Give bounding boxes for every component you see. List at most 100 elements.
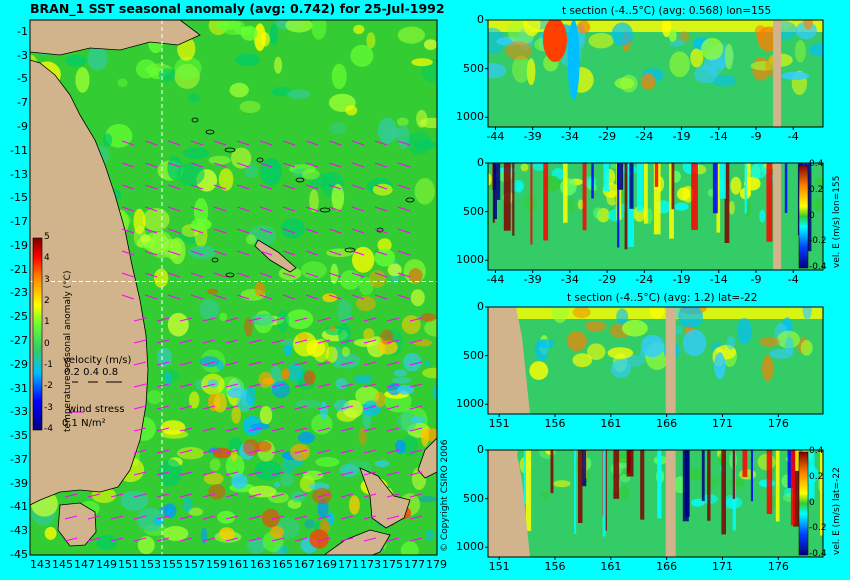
sst-warm-patch	[358, 427, 367, 446]
sst-cool-patch	[425, 529, 435, 541]
wind-stress-arrow	[363, 537, 377, 542]
velocity-jet	[795, 450, 800, 471]
temp-patch	[762, 355, 774, 382]
wind-stress-arrow	[156, 339, 170, 344]
wind-legend-value: 0.1 N/m²	[62, 418, 106, 429]
wind-stress-arrow	[351, 250, 365, 256]
wind-stress-arrow	[133, 405, 147, 410]
panel-y-tick: 1000	[456, 253, 484, 267]
panel-y-tick: 500	[463, 61, 484, 75]
velocity-jet	[503, 163, 511, 231]
map-y-tick: -37	[10, 452, 28, 466]
sst-patch	[163, 526, 189, 541]
sst-patch	[270, 23, 278, 46]
sst-patch	[229, 82, 249, 98]
map-x-tick: 143	[30, 558, 51, 571]
sst-patch	[102, 133, 113, 147]
velocity-patch	[728, 201, 735, 215]
panel-frame	[487, 449, 824, 558]
temp-colorbar-tick: -2	[44, 381, 53, 392]
wind-stress-arrow	[328, 184, 342, 190]
velocity-patch	[523, 194, 538, 212]
map-y-tick: -39	[10, 476, 28, 490]
wind-stress-arrow	[156, 383, 170, 388]
sst-patch	[215, 20, 241, 30]
sst-patch	[350, 44, 374, 67]
temp-patch	[587, 343, 606, 361]
sst-warm-patch	[438, 341, 444, 351]
map-x-tick: 167	[294, 558, 315, 571]
wind-stress-arrow	[294, 515, 308, 520]
wind-stress-arrow	[305, 272, 319, 278]
wind-stress-arrow	[397, 228, 411, 234]
wind-stress-arrow	[259, 206, 273, 212]
map-y-tick: -23	[10, 286, 28, 300]
velocity-jet	[525, 450, 532, 532]
sst-warm-patch	[368, 270, 386, 288]
wind-stress-arrow	[225, 383, 239, 388]
sst-patch	[142, 208, 170, 232]
wind-stress-arrow	[202, 361, 216, 366]
velocity-patch	[815, 197, 823, 213]
wind-stress-arrow	[248, 361, 262, 366]
wind-stress-arrow	[225, 493, 239, 498]
wind-stress-arrow	[282, 272, 296, 278]
sst-patch	[341, 346, 350, 357]
wind-stress-arrow	[282, 184, 296, 190]
map-x-tick: 177	[404, 558, 425, 571]
sst-warm-patch	[208, 484, 226, 500]
map-x-tick: 157	[184, 558, 205, 571]
sst-patch	[414, 178, 435, 205]
main-chart-title: BRAN_1 SST seasonal anomaly (avg: 0.742)…	[30, 1, 445, 16]
wind-stress-arrow	[156, 471, 170, 476]
land-column	[665, 450, 676, 557]
wind-stress-arrow	[110, 493, 124, 498]
panel-y-tick: 1000	[456, 540, 484, 554]
wind-stress-arrow	[225, 537, 239, 542]
sst-cool-patch	[320, 401, 328, 420]
wind-stress-arrow	[409, 515, 423, 520]
velocity-jet	[691, 163, 698, 230]
wind-stress-arrow	[167, 184, 181, 190]
sst-patch	[285, 20, 313, 33]
sst-cool-patch	[327, 512, 335, 526]
velocity-patch	[607, 209, 624, 222]
island-outline	[191, 117, 199, 123]
velocity-jet	[627, 450, 631, 473]
panel-x-tick: 166	[656, 560, 678, 573]
temp-patch	[616, 308, 629, 325]
sst-patch	[191, 218, 212, 231]
wind-stress-arrow	[213, 206, 227, 212]
velocity-jet	[716, 163, 721, 233]
sst-patch	[315, 457, 340, 467]
sst-cool-patch	[182, 497, 193, 512]
velocity-patch	[677, 187, 691, 201]
velocity-jet	[563, 163, 568, 223]
sst-patch	[120, 490, 149, 511]
panel-x-tick: 161	[600, 560, 622, 573]
sst-patch	[302, 169, 320, 180]
velocity-jet	[617, 163, 624, 190]
wind-stress-arrow	[236, 250, 250, 256]
wind-stress-arrow	[294, 471, 308, 476]
wind-stress-arrow	[305, 162, 319, 168]
wind-stress-arrow	[317, 339, 331, 344]
wind-stress-arrow	[236, 206, 250, 212]
wind-stress-arrow	[144, 272, 158, 278]
wind-stress-arrow	[305, 140, 319, 146]
velocity-colorbar-tick: 0	[809, 497, 815, 508]
cool-anomaly	[567, 20, 580, 100]
wind-stress-arrow	[190, 228, 204, 234]
sst-cool-patch	[207, 379, 219, 388]
wind-stress-arrow	[202, 537, 216, 542]
wind-stress-arrow	[317, 537, 331, 542]
wind-stress-arrow	[374, 228, 388, 234]
wind-stress-arrow	[374, 162, 388, 168]
map-y-tick: -9	[17, 120, 28, 133]
sst-patch	[87, 46, 108, 71]
wind-stress-arrow	[351, 162, 365, 168]
sst-patch	[400, 541, 419, 555]
sst-patch	[401, 435, 419, 457]
map-y-tick: -13	[10, 167, 28, 181]
sst-patch	[133, 208, 146, 235]
